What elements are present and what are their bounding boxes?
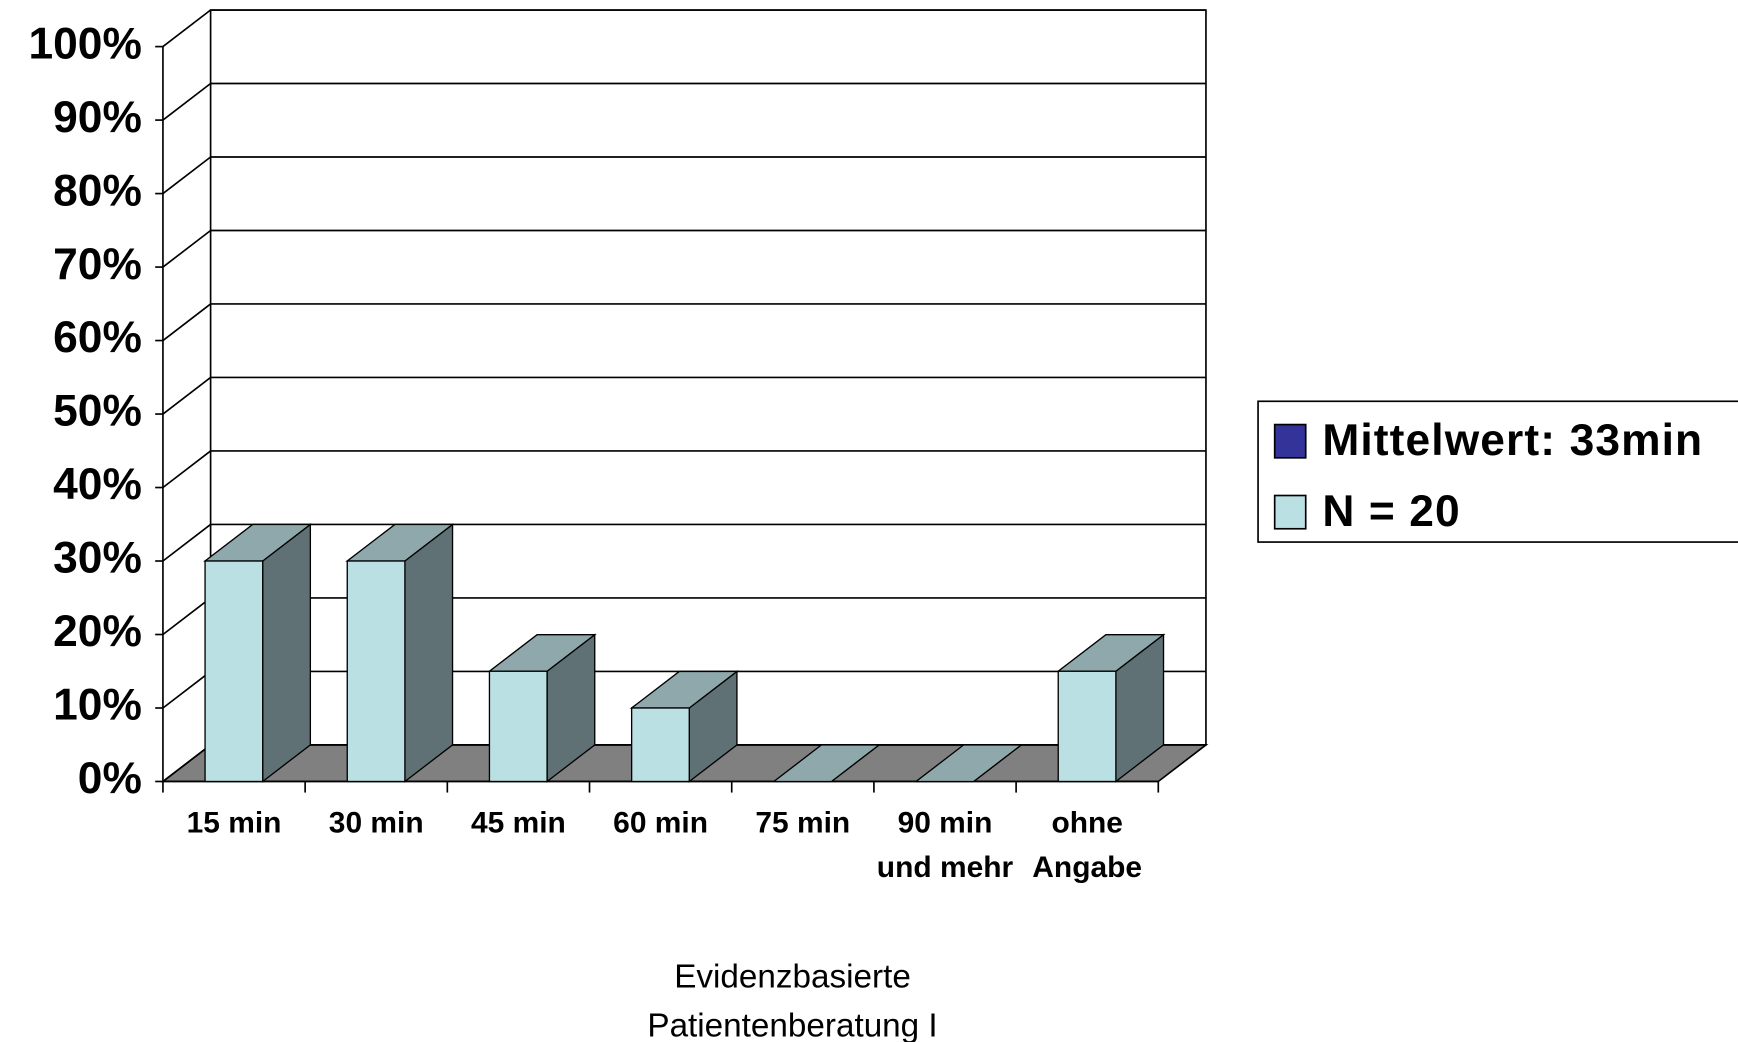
- bar-top: [914, 744, 1024, 783]
- x-axis-title: Evidenzbasierte Patientenberatung I: [647, 958, 938, 1042]
- x-tick-label: 30 min: [328, 805, 424, 840]
- grid-line-side: [162, 82, 212, 121]
- grid-line-side: [162, 744, 212, 783]
- x-tick-label: 15 min: [186, 805, 282, 840]
- bar-top: [771, 744, 882, 783]
- grid-line-side: [162, 156, 212, 195]
- y-tick-label: 40%: [53, 460, 142, 509]
- bar: [488, 670, 548, 783]
- y-tick-label: 100%: [29, 19, 142, 68]
- y-tick-label: 80%: [53, 166, 142, 215]
- y-tick-label: 90%: [53, 93, 142, 142]
- x-tick-label-box: 30 min: [328, 805, 424, 840]
- y-tick-label: 0%: [78, 754, 142, 803]
- bar: [346, 560, 406, 783]
- y-tick-label: 60%: [53, 313, 142, 362]
- x-tick-label: 90 min und mehr: [876, 805, 1014, 884]
- y-tick-label: 70%: [53, 240, 142, 289]
- grid-line-side: [162, 450, 212, 489]
- grid-line-side: [162, 376, 212, 415]
- y-tick-label: 50%: [53, 387, 142, 436]
- bar: [1057, 670, 1117, 783]
- x-tick-label: 60 min: [613, 805, 709, 840]
- bar: [630, 707, 690, 783]
- bar-side: [262, 523, 312, 783]
- y-tick-label: 20%: [53, 607, 142, 656]
- legend-label: Mittelwert: 33min: [1322, 416, 1703, 465]
- legend: [1257, 400, 1738, 543]
- x-tick-label: 45 min: [470, 805, 566, 840]
- bar-side: [404, 523, 454, 783]
- x-tick-label-box: 60 min: [613, 805, 709, 840]
- bar: [204, 560, 264, 783]
- x-tick-label-box: 45 min: [470, 805, 566, 840]
- x-tick-label-box: 15 min: [186, 805, 282, 840]
- x-tick-label: ohne Angabe: [1032, 805, 1143, 884]
- legend-swatch: [1273, 494, 1307, 530]
- x-tick-label-box: 75 min: [755, 805, 851, 840]
- grid-line-side: [162, 670, 212, 709]
- grid-line-side: [162, 229, 212, 268]
- legend-label: N = 20: [1322, 487, 1461, 536]
- grid-line-side: [162, 9, 212, 48]
- grid-line-side: [162, 597, 212, 636]
- legend-swatch: [1273, 423, 1307, 459]
- y-tick-label: 30%: [53, 534, 142, 583]
- x-axis-title-box: Evidenzbasierte Patientenberatung I: [647, 958, 938, 1042]
- x-tick-label-box: 90 min und mehr: [876, 805, 1014, 884]
- grid-line-side: [162, 303, 212, 342]
- x-tick-label-box: ohne Angabe: [1032, 805, 1143, 884]
- grid-line-side: [162, 523, 212, 562]
- y-tick-label: 10%: [53, 681, 142, 730]
- x-tick-label: 75 min: [755, 805, 851, 840]
